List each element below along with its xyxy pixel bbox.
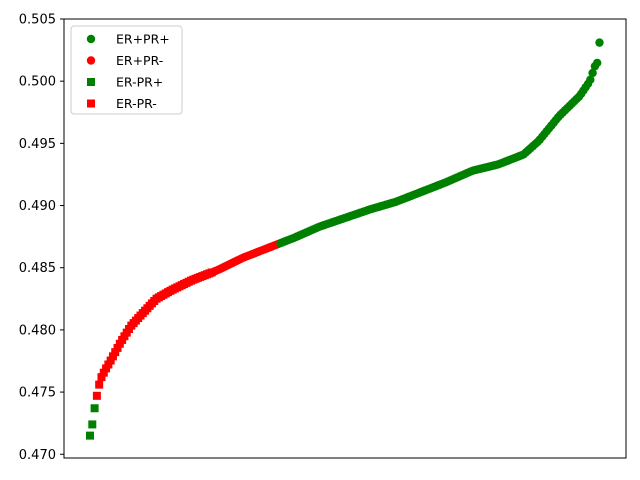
y-tick-label: 0.495: [19, 137, 56, 152]
legend-marker: [87, 99, 95, 108]
y-tick-label: 0.490: [19, 199, 56, 214]
data-point: [588, 68, 597, 78]
y-tick-label: 0.470: [19, 448, 56, 463]
data-point: [88, 420, 97, 429]
data-point: [113, 343, 122, 352]
legend-label: ER-PR+: [116, 75, 163, 90]
legend-marker: [86, 56, 96, 65]
data-point: [106, 356, 115, 365]
legend-marker: [87, 78, 95, 86]
legend-box: [70, 25, 183, 115]
data-point: [90, 404, 99, 413]
legend-marker: [86, 34, 96, 44]
data-point: [86, 431, 94, 440]
axes-frame: [63, 18, 627, 459]
y-tick-label: 0.480: [19, 323, 56, 338]
legend: ER+PR+ ER+PR- ER-PR+ ER-PR-: [70, 25, 183, 115]
data-points: [86, 38, 604, 440]
legend-label: ER+PR+: [116, 32, 170, 47]
data-point: [592, 58, 602, 68]
data-point: [92, 391, 101, 400]
y-tick-label: 0.475: [19, 386, 56, 401]
legend-label: ER+PR-: [116, 53, 163, 68]
data-point: [108, 352, 117, 361]
y-tick-label: 0.505: [19, 13, 56, 28]
y-axis: 0.470 0.475 0.480 0.485 0.490 0.495 0.500 0.505: [19, 13, 64, 463]
data-point: [595, 38, 604, 47]
data-point: [586, 75, 595, 84]
data-point: [95, 380, 104, 389]
y-tick-label: 0.485: [19, 261, 56, 276]
legend-label: ER-PR-: [116, 96, 157, 111]
data-point: [97, 373, 106, 382]
data-point: [99, 368, 108, 377]
y-tick-label: 0.500: [19, 75, 56, 90]
data-point: [111, 348, 120, 357]
